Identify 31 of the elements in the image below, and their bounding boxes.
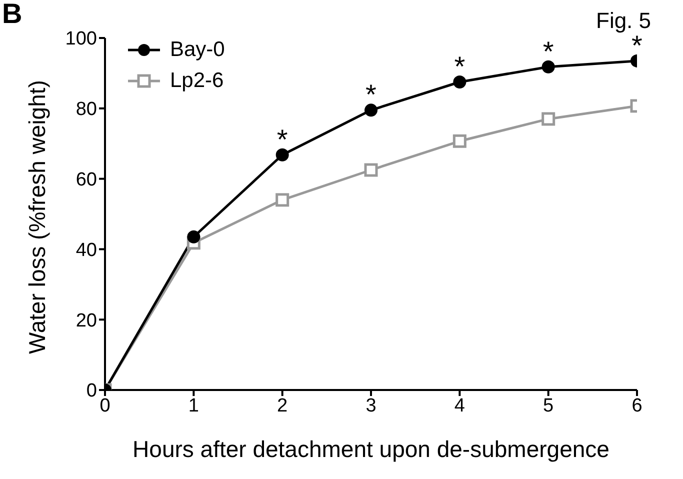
point: [276, 193, 290, 207]
point: [453, 76, 466, 88]
x-tick-label: 6: [632, 395, 642, 416]
x-tick-label: 2: [277, 395, 288, 416]
point: [187, 230, 200, 244]
point: [276, 148, 289, 162]
point: [364, 163, 378, 177]
y-tick-label: 40: [76, 240, 97, 261]
y-axis-title: Water loss (%fresh weight): [24, 80, 50, 354]
x-tick-label: 5: [543, 395, 554, 416]
point: [542, 112, 556, 126]
point: [452, 134, 466, 148]
annotation: *: [276, 124, 288, 155]
x-tick-label: 4: [454, 395, 466, 416]
y-tick-label: 20: [76, 310, 97, 332]
point: [364, 104, 378, 117]
legend-label: Bay-0: [170, 37, 225, 63]
y-tick-label: 100: [65, 28, 97, 50]
annotation: *: [366, 79, 377, 110]
point: [542, 60, 555, 74]
x-tick-label: 3: [366, 395, 376, 416]
text: B: [2, 0, 22, 30]
y-tick-label: 0: [86, 380, 97, 402]
y-tick-label: 80: [76, 99, 97, 120]
y-tick-label: 60: [76, 170, 97, 191]
x-tick-label: 0: [100, 395, 110, 416]
x-tick-label: 1: [188, 395, 199, 416]
annotation: *: [454, 51, 466, 82]
x-axis-title: Hours after detachment upon de-submergence: [132, 436, 610, 462]
legend-label: Lp2-6: [170, 68, 224, 94]
annotation: *: [542, 36, 554, 67]
